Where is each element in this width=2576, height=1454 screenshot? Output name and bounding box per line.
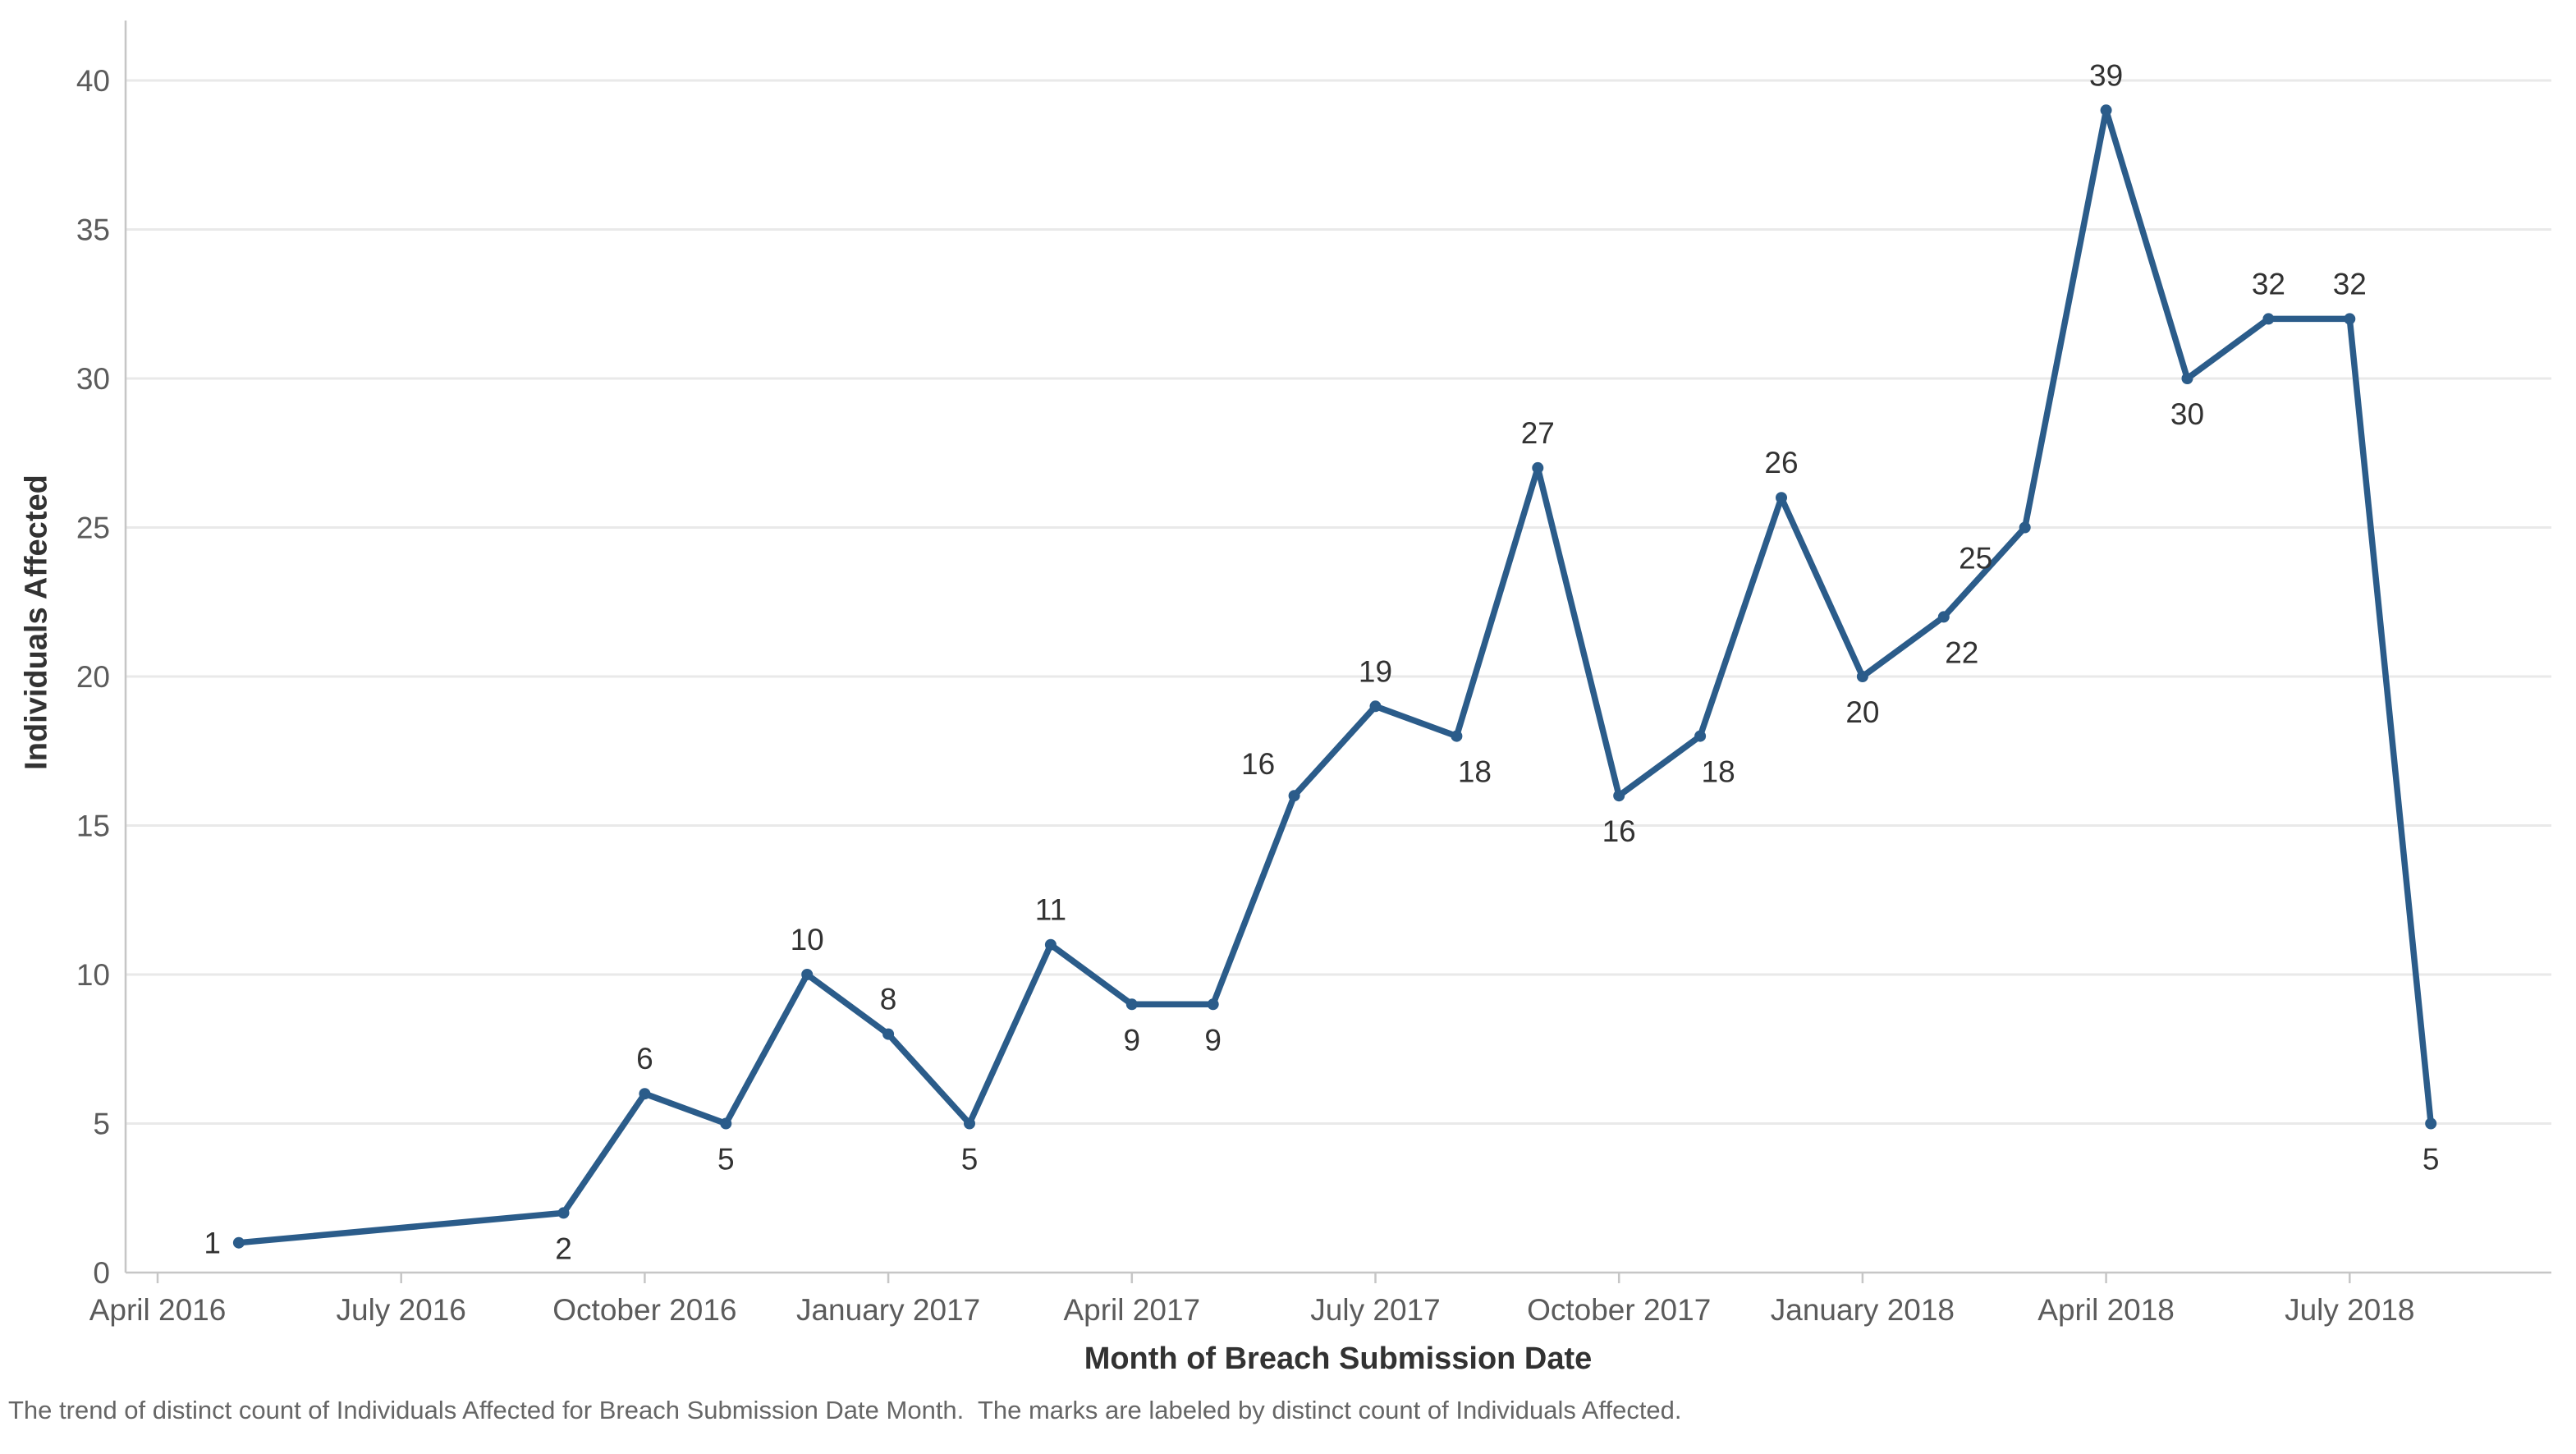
data-point-january-2018[interactable] — [1856, 671, 1868, 682]
data-point-may-2016[interactable] — [232, 1236, 245, 1249]
y-tick-label: 35 — [76, 213, 110, 247]
data-point-august-2018[interactable] — [2425, 1117, 2437, 1130]
axis-tick-marks — [156, 1273, 2351, 1283]
data-label: 39 — [2089, 58, 2123, 92]
y-axis-title: Individuals Affected — [19, 475, 54, 770]
data-point-february-2018[interactable] — [1937, 611, 1950, 623]
data-point-october-2016[interactable] — [639, 1088, 651, 1100]
data-point-may-2017[interactable] — [1207, 998, 1219, 1011]
data-point-september-2017[interactable] — [1532, 461, 1544, 474]
x-tick-label: July 2016 — [337, 1293, 466, 1327]
x-tick-label: October 2016 — [552, 1293, 736, 1327]
data-point-november-2017[interactable] — [1694, 730, 1707, 742]
x-tick-label: October 2017 — [1527, 1293, 1711, 1327]
data-label: 5 — [717, 1143, 735, 1177]
y-tick-label: 10 — [76, 958, 110, 992]
y-tick-label: 25 — [76, 511, 110, 545]
y-tick-label: 0 — [93, 1256, 110, 1290]
data-point-may-2018[interactable] — [2181, 373, 2193, 384]
axis-lines — [124, 21, 2551, 1274]
y-tick-label: 30 — [76, 362, 110, 396]
y-tick-label: 15 — [76, 810, 110, 843]
data-point-april-2017[interactable] — [1125, 998, 1138, 1011]
data-label: 27 — [1521, 416, 1555, 450]
gridlines — [126, 79, 2551, 1125]
data-label: 5 — [2422, 1143, 2440, 1177]
data-point-april-2018[interactable] — [2100, 104, 2112, 117]
data-label: 8 — [880, 983, 897, 1016]
data-label: 32 — [2252, 267, 2285, 300]
x-tick-label: April 2016 — [89, 1293, 227, 1327]
x-tick-label: January 2017 — [796, 1293, 980, 1327]
y-tick-label: 40 — [76, 64, 110, 98]
data-point-july-2018[interactable] — [2344, 313, 2356, 325]
data-label: 16 — [1241, 747, 1275, 781]
data-point-july-2017[interactable] — [1369, 700, 1382, 713]
chart-caption: The trend of distinct count of Individua… — [8, 1396, 1682, 1424]
data-label: 18 — [1458, 755, 1492, 789]
x-tick-label: January 2018 — [1771, 1293, 1955, 1327]
data-point-november-2016[interactable] — [720, 1117, 732, 1130]
data-label: 22 — [1945, 635, 1978, 669]
data-point-december-2017[interactable] — [1776, 492, 1787, 504]
data-label: 18 — [1702, 755, 1735, 789]
data-point-september-2016[interactable] — [557, 1207, 570, 1219]
data-label: 25 — [1959, 542, 1992, 576]
x-tick-label: July 2017 — [1310, 1293, 1440, 1327]
data-label: 20 — [1845, 695, 1879, 729]
data-label: 10 — [791, 923, 824, 956]
data-label: 6 — [636, 1042, 653, 1076]
data-label: 19 — [1359, 654, 1392, 688]
data-label: 9 — [1124, 1023, 1141, 1057]
data-label: 2 — [555, 1232, 572, 1265]
data-point-august-2017[interactable] — [1451, 730, 1463, 742]
x-tick-label: April 2017 — [1063, 1293, 1200, 1327]
data-point-march-2018[interactable] — [2019, 521, 2031, 534]
data-label: 1 — [204, 1227, 221, 1260]
data-label: 16 — [1602, 814, 1636, 848]
data-point-october-2017[interactable] — [1613, 790, 1625, 802]
x-axis-title: Month of Breach Submission Date — [1084, 1342, 1593, 1376]
data-label: 32 — [2333, 267, 2367, 300]
data-point-march-2017[interactable] — [1044, 938, 1057, 951]
data-point-june-2018[interactable] — [2262, 313, 2275, 325]
data-point-december-2016[interactable] — [801, 969, 814, 980]
data-label: 11 — [1035, 893, 1066, 927]
data-point-january-2017[interactable] — [882, 1028, 895, 1040]
y-tick-labels: 0 5 10 15 20 25 30 35 40 — [76, 64, 110, 1290]
x-tick-label: July 2018 — [2285, 1293, 2414, 1327]
x-tick-label: April 2018 — [2037, 1293, 2175, 1327]
data-markers — [232, 104, 2437, 1249]
data-label: 9 — [1204, 1023, 1222, 1057]
data-label: 26 — [1764, 446, 1798, 479]
y-tick-label: 20 — [76, 660, 110, 694]
data-point-february-2017[interactable] — [964, 1117, 975, 1130]
y-tick-label: 5 — [93, 1108, 110, 1141]
data-label: 30 — [2170, 397, 2204, 431]
x-tick-labels: April 2016 July 2016 October 2016 January 2… — [89, 1293, 2415, 1327]
data-point-june-2017[interactable] — [1288, 790, 1300, 802]
data-label: 5 — [961, 1143, 979, 1177]
